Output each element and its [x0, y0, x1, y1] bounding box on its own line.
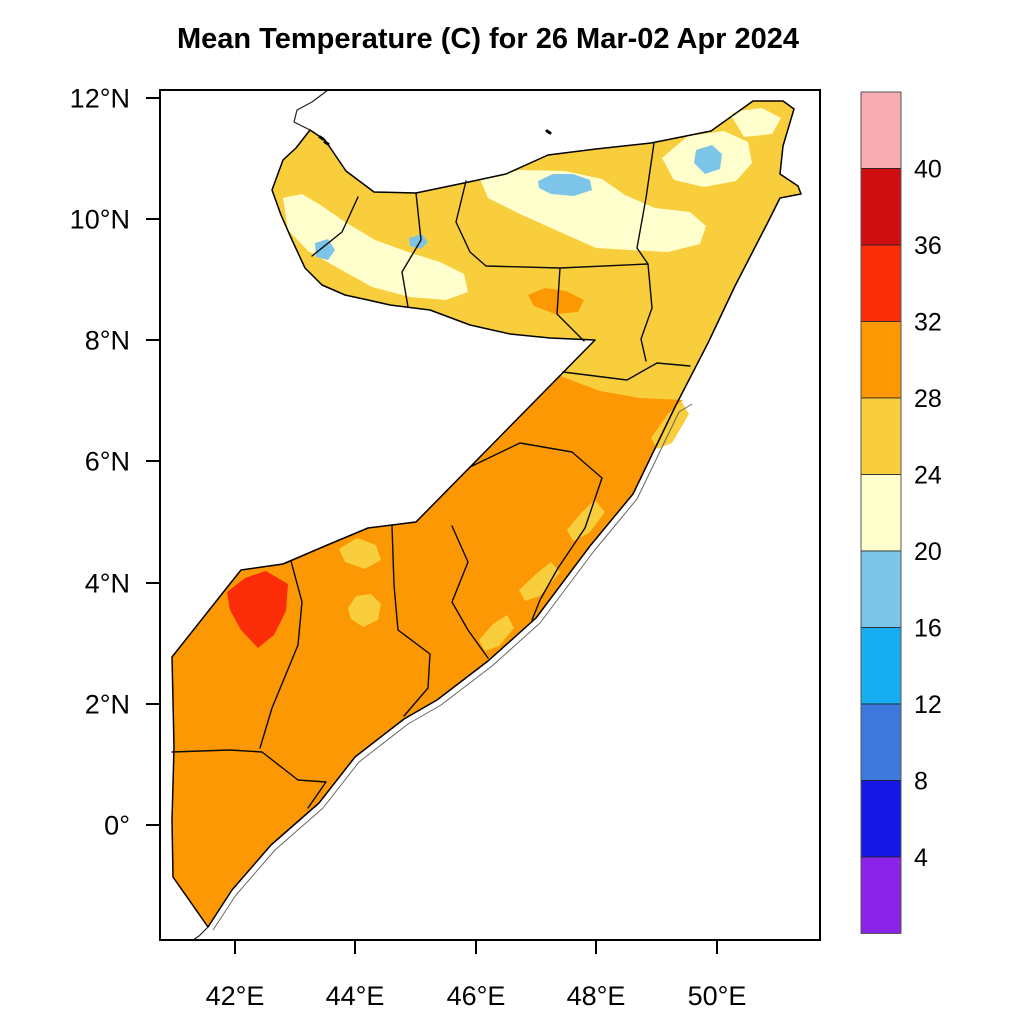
- neighbor-borders: [192, 89, 329, 941]
- y-tick-label: 10°N: [70, 204, 130, 234]
- y-tick-label: 6°N: [85, 446, 130, 476]
- contour-north-cream-central-20-24: [480, 170, 706, 252]
- admin-region-borders: [171, 142, 691, 809]
- colorbar-segment-8-12: [860, 703, 902, 781]
- contour-coastal-strip-4-24-28: [479, 615, 514, 651]
- colorbar-segment-36-40: [860, 168, 902, 246]
- colorbar-label: 40: [914, 155, 942, 183]
- colorbar-label: 4: [914, 844, 928, 872]
- colorbar-label: 12: [914, 691, 942, 719]
- colorbar-label: 8: [914, 767, 928, 795]
- y-tick-label: 4°N: [85, 568, 130, 598]
- y-axis: 12°N 10°N 8°N 6°N 4°N 2°N 0°: [70, 83, 160, 840]
- y-tick-label: 12°N: [70, 83, 130, 113]
- contour-gedo-hotspot-32-36: [227, 571, 288, 648]
- contour-blue-spot-midwest-16-20: [409, 234, 428, 249]
- colorbar-segment-above-40: [860, 91, 902, 169]
- contour-blue-spot-west-16-20: [315, 239, 335, 260]
- contour-yellow-pocket-2-24-28: [348, 594, 381, 627]
- x-tick-label: 44°E: [326, 981, 385, 1011]
- colorbar-label: 32: [914, 308, 942, 336]
- colorbar-border: [860, 91, 902, 934]
- contour-yellow-pocket-1-24-28: [339, 538, 381, 569]
- y-tick-label: 8°N: [85, 325, 130, 355]
- x-tick-label: 48°E: [567, 981, 626, 1011]
- plot-frame: [159, 89, 821, 941]
- map-layers: [171, 89, 802, 941]
- figure-title: Mean Temperature (C) for 26 Mar-02 Apr 2…: [177, 23, 799, 55]
- colorbar-segment-20-24: [860, 474, 902, 552]
- y-tick-label: 0°: [104, 810, 130, 840]
- contour-north-cream-west-20-24: [283, 194, 468, 300]
- contour-coastal-strip-3-24-28: [519, 562, 560, 601]
- colorbar-label: 28: [914, 385, 942, 413]
- contour-north-warm-spot-28-32: [528, 288, 584, 314]
- colorbar-label: 36: [914, 232, 942, 260]
- colorbar-segment-28-32: [860, 321, 902, 399]
- contour-coastal-strip-2-24-28: [567, 500, 605, 541]
- x-tick-label: 46°E: [447, 981, 506, 1011]
- colorbar-segment-16-20: [860, 550, 902, 628]
- y-tick-label: 2°N: [85, 689, 130, 719]
- x-tick-label: 50°E: [688, 981, 747, 1011]
- colorbar-segment-32-36: [860, 244, 902, 322]
- colorbar-label: 16: [914, 614, 942, 642]
- colorbar-segment-12-16: [860, 627, 902, 705]
- colorbar-segment-below-4: [860, 856, 902, 934]
- colorbar: 40 36 32 28 24 20 16 12 8 4: [860, 91, 942, 934]
- contour-northeast-cream-20-24: [729, 108, 781, 137]
- contour-blue-spot-bari-16-20: [694, 145, 722, 174]
- colorbar-label: 24: [914, 461, 942, 489]
- colorbar-segment-24-28: [860, 397, 902, 475]
- colorbar-label: 20: [914, 538, 942, 566]
- contour-blue-spot-central-16-20: [538, 174, 592, 196]
- coastal-islet-specks: [318, 129, 552, 146]
- x-tick-label: 42°E: [206, 981, 265, 1011]
- offshore-coastline: [212, 403, 693, 931]
- somalia-outline: [171, 100, 802, 928]
- colorbar-segment-4-8: [860, 780, 902, 858]
- x-axis: 42°E 44°E 46°E 48°E 50°E: [206, 940, 747, 1011]
